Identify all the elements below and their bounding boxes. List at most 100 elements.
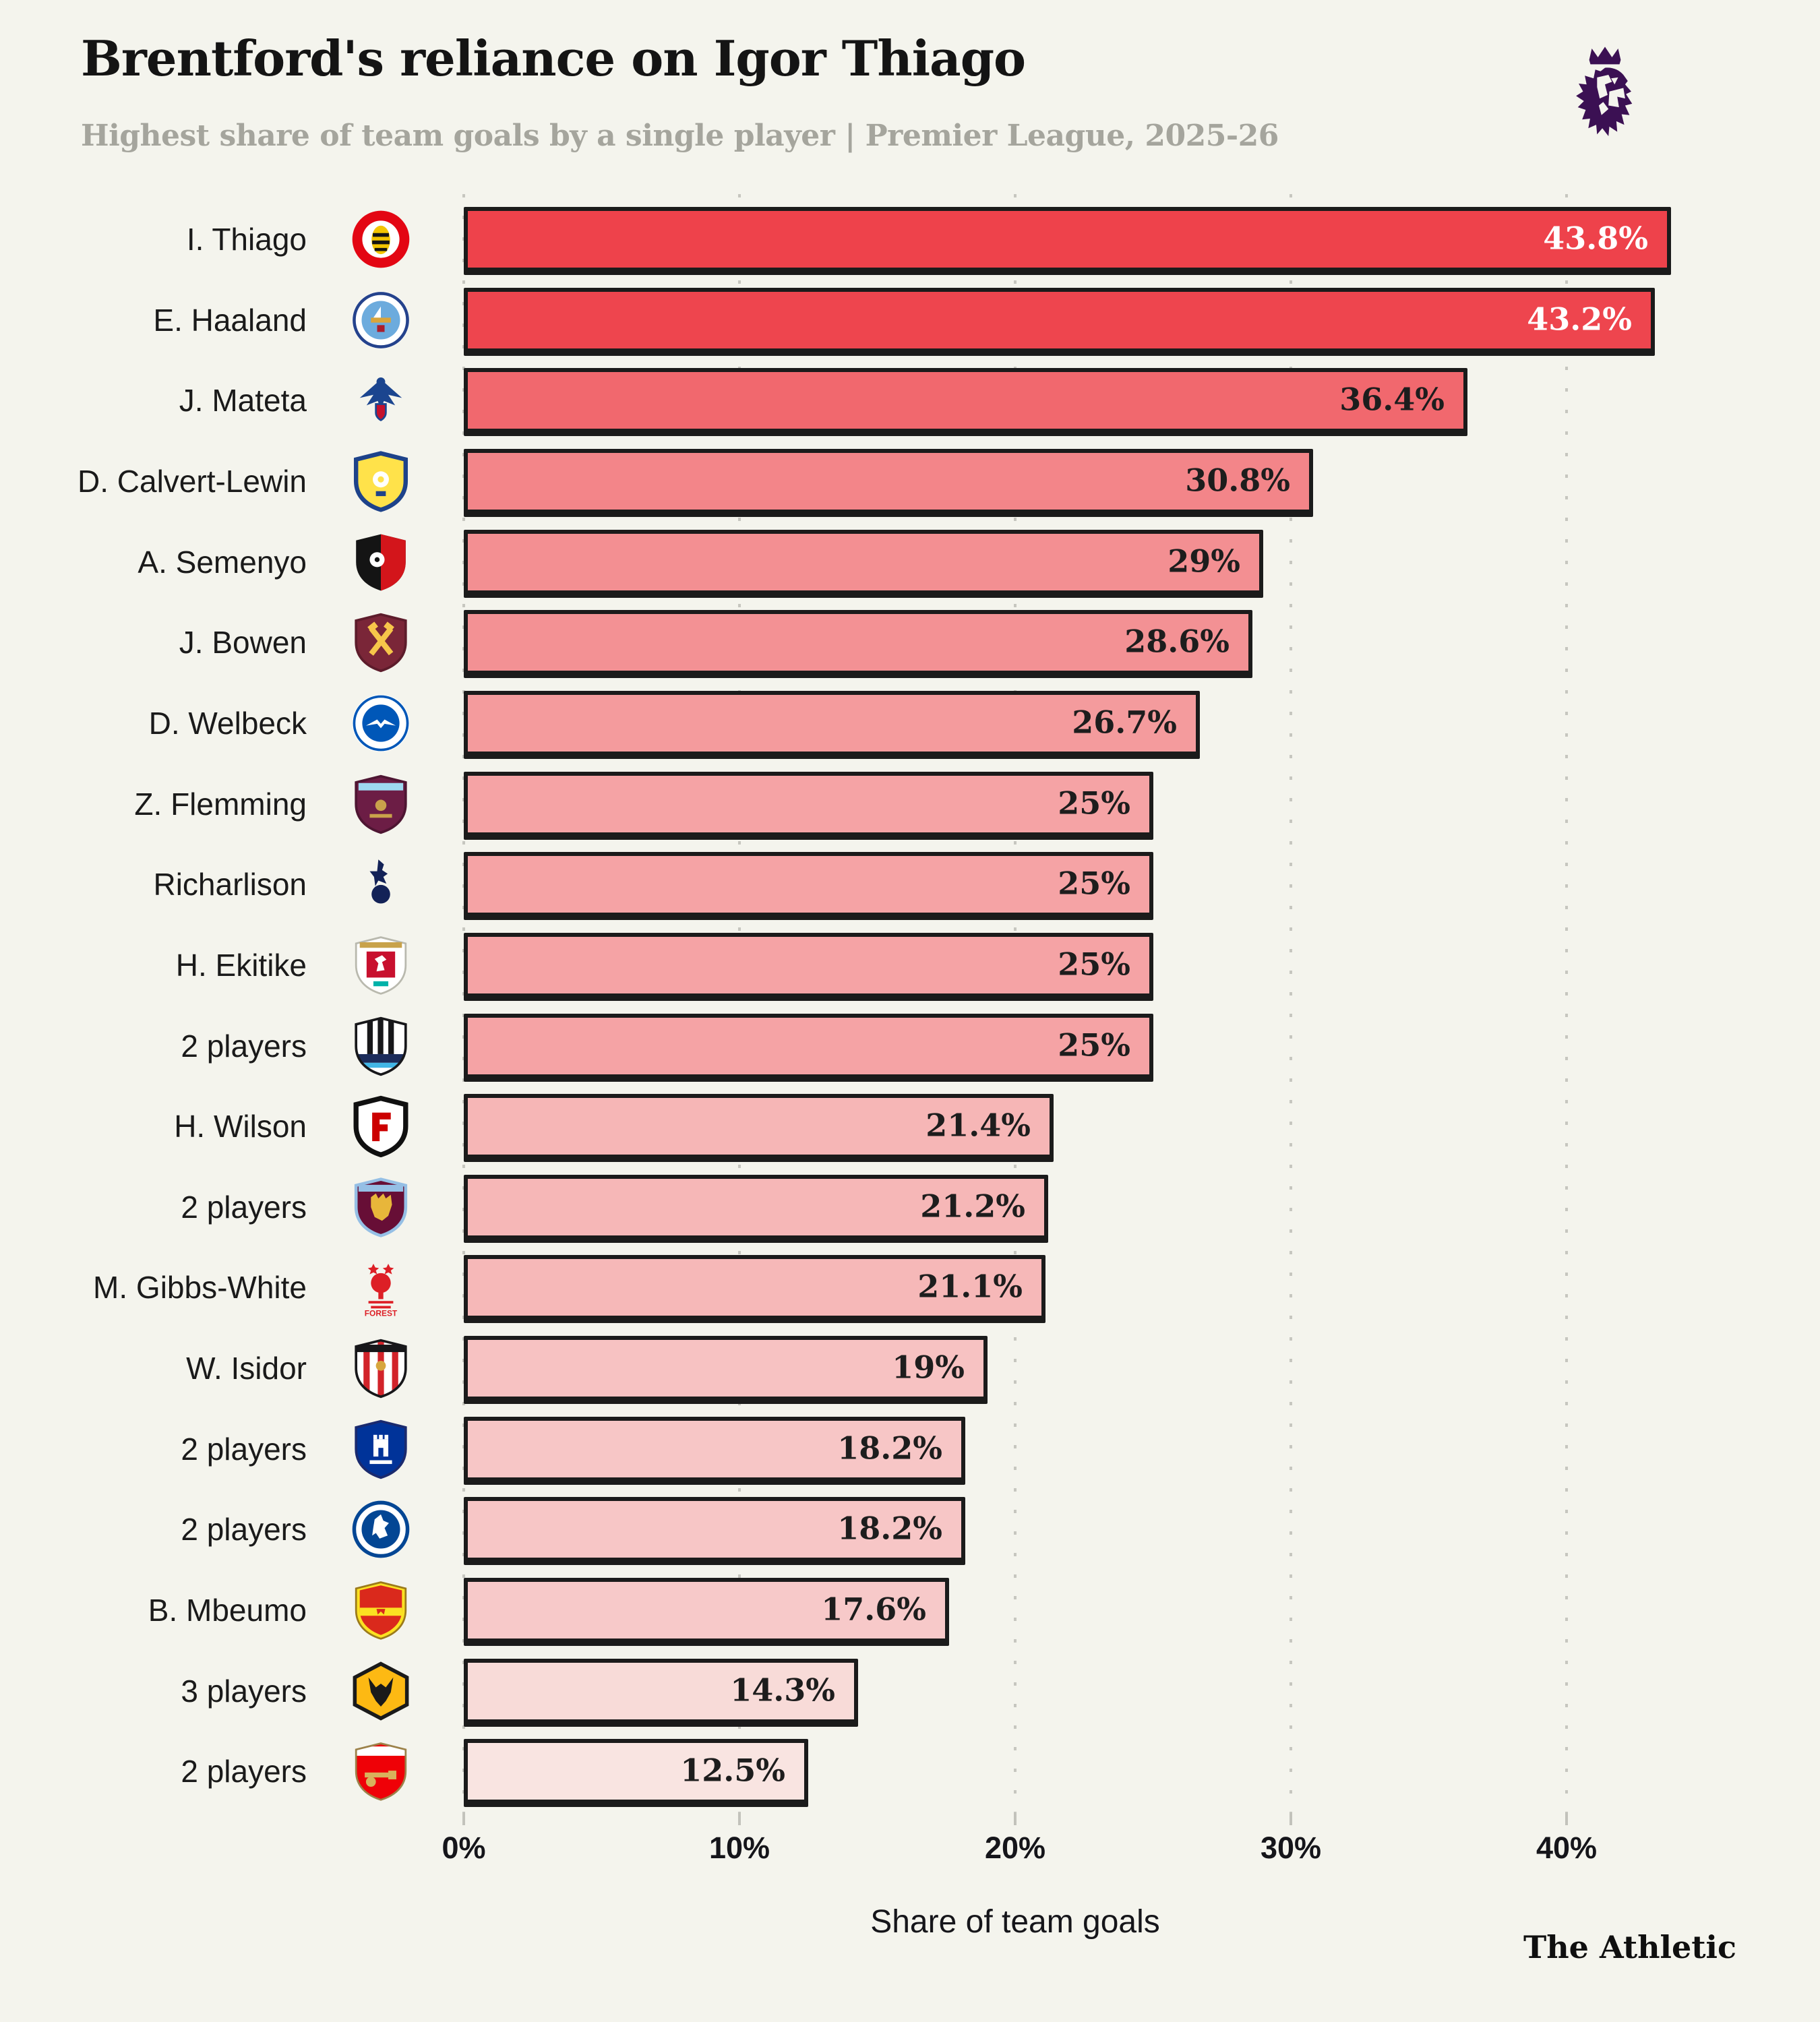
- bar-arsenal: 12.5%: [464, 1739, 808, 1804]
- bar-value-label: 36.4%: [1339, 381, 1445, 418]
- player-label-b-mbeumo: B. Mbeumo: [148, 1593, 307, 1628]
- gridline-10%: [738, 194, 741, 1813]
- fulham-crest-icon: [350, 1095, 412, 1158]
- x-axis-tick-label: 40%: [1536, 1831, 1598, 1865]
- bar-value-label: 25%: [1058, 946, 1130, 983]
- bar-chelsea: 18.2%: [464, 1497, 965, 1562]
- svg-text:FOREST: FOREST: [365, 1309, 398, 1318]
- liverpool-crest-icon: [350, 934, 412, 996]
- gridline-40%: [1565, 194, 1568, 1813]
- player-label-d-welbeck: D. Welbeck: [148, 705, 307, 741]
- newcastle-crest-icon: [350, 1015, 412, 1077]
- x-axis-tick-mark: [462, 1813, 465, 1825]
- brighton-crest-icon: [350, 692, 412, 754]
- crystal-palace-crest-icon: [350, 369, 412, 431]
- player-label-2-players: 2 players: [181, 1189, 307, 1225]
- player-label-i-thiago: I. Thiago: [186, 222, 307, 257]
- nottingham-forest-crest-icon: FOREST: [350, 1256, 412, 1318]
- leeds-crest-icon: [350, 450, 412, 512]
- bar-crystal-palace: 36.4%: [464, 368, 1467, 433]
- bar-value-label: 25%: [1058, 865, 1130, 902]
- bar-liverpool: 25%: [464, 932, 1153, 998]
- bar-newcastle-united: 25%: [464, 1013, 1153, 1078]
- player-label-2-players: 2 players: [181, 1512, 307, 1548]
- aston-villa-crest-icon: [350, 1176, 412, 1238]
- bar-burnley: 25%: [464, 771, 1153, 836]
- west-ham-crest-icon: [350, 611, 412, 673]
- burnley-crest-icon: [350, 773, 412, 835]
- bar-aston-villa: 21.2%: [464, 1174, 1048, 1239]
- player-label-2-players: 2 players: [181, 1431, 307, 1467]
- player-label-h-ekitike: H. Ekitike: [175, 947, 307, 983]
- man-united-crest-icon: [350, 1579, 412, 1641]
- bar-value-label: 17.6%: [821, 1591, 926, 1628]
- player-label-j-bowen: J. Bowen: [179, 625, 307, 661]
- x-axis-tick-mark: [1565, 1813, 1568, 1825]
- player-label-richarlison: Richarlison: [153, 867, 307, 902]
- tottenham-crest-icon: [350, 853, 412, 915]
- x-axis-tick-label: 10%: [708, 1831, 770, 1865]
- wolves-crest-icon: [350, 1660, 412, 1722]
- page-subtitle: Highest share of team goals by a single …: [81, 119, 1279, 153]
- bar-value-label: 12.5%: [680, 1752, 785, 1789]
- bar-value-label: 30.8%: [1185, 462, 1290, 499]
- player-label-e-haaland: E. Haaland: [153, 302, 307, 338]
- player-label-a-semenyo: A. Semenyo: [138, 544, 307, 580]
- bar-value-label: 18.2%: [837, 1430, 942, 1467]
- bar-value-label: 29%: [1167, 542, 1240, 579]
- player-label-2-players: 2 players: [181, 1754, 307, 1789]
- player-label-m-gibbs-white: M. Gibbs-White: [93, 1270, 307, 1306]
- bar-manchester-city: 43.2%: [464, 287, 1655, 353]
- player-label-w-isidor: W. Isidor: [186, 1351, 307, 1386]
- bar-bournemouth: 29%: [464, 529, 1263, 594]
- bar-manchester-united: 17.6%: [464, 1578, 949, 1643]
- x-axis-tick-label: 0%: [442, 1831, 486, 1865]
- bar-value-label: 25%: [1058, 1026, 1130, 1063]
- bar-brighton-hove-albion: 26.7%: [464, 690, 1200, 756]
- bar-value-label: 14.3%: [730, 1672, 835, 1709]
- bar-value-label: 26.7%: [1072, 704, 1177, 741]
- bar-wolverhampton-wanderers: 14.3%: [464, 1658, 858, 1723]
- player-label-d-calvert-lewin: D. Calvert-Lewin: [78, 463, 307, 499]
- x-axis-tick-mark: [1290, 1813, 1292, 1825]
- page-title: Brentford's reliance on Igor Thiago: [81, 30, 1026, 87]
- bar-value-label: 19%: [892, 1349, 965, 1386]
- player-label-h-wilson: H. Wilson: [174, 1109, 307, 1144]
- bar-value-label: 28.6%: [1124, 623, 1230, 660]
- bar-value-label: 18.2%: [837, 1510, 942, 1547]
- bar-value-label: 21.1%: [917, 1268, 1023, 1305]
- bar-value-label: 21.4%: [926, 1107, 1031, 1144]
- player-label-z-flemming: Z. Flemming: [134, 786, 307, 822]
- brentford-crest-icon: [350, 208, 412, 270]
- bar-brentford: 43.8%: [464, 207, 1671, 272]
- gridline-30%: [1290, 194, 1292, 1813]
- x-axis-tick-label: 30%: [1260, 1831, 1322, 1865]
- player-label-2-players: 2 players: [181, 1028, 307, 1064]
- bar-everton: 18.2%: [464, 1416, 965, 1481]
- arsenal-crest-icon: [350, 1740, 412, 1802]
- bar-fulham: 21.4%: [464, 1094, 1054, 1159]
- the-athletic-wordmark: The Athletic: [1523, 1929, 1736, 1965]
- sunderland-crest-icon: [350, 1337, 412, 1399]
- bar-value-label: 25%: [1058, 784, 1130, 821]
- x-axis-tick-mark: [1014, 1813, 1017, 1825]
- bar-leeds-united: 30.8%: [464, 448, 1313, 514]
- x-axis-title: Share of team goals: [870, 1904, 1160, 1940]
- player-label-j-mateta: J. Mateta: [179, 383, 307, 419]
- x-axis-tick-mark: [738, 1813, 741, 1825]
- man-city-crest-icon: [350, 289, 412, 351]
- bar-sunderland: 19%: [464, 1336, 988, 1401]
- player-label-3-players: 3 players: [181, 1673, 307, 1709]
- bournemouth-crest-icon: [350, 531, 412, 593]
- bar-value-label: 43.2%: [1527, 301, 1632, 338]
- chelsea-crest-icon: [350, 1498, 412, 1560]
- premier-league-lion-icon: [1561, 42, 1649, 160]
- bar-tottenham-hotspur: 25%: [464, 852, 1153, 917]
- bar-value-label: 43.8%: [1543, 220, 1648, 257]
- everton-crest-icon: [350, 1418, 412, 1480]
- x-axis-tick-label: 20%: [984, 1831, 1046, 1865]
- gridline-0%: [462, 194, 465, 1813]
- bar-west-ham-united: 28.6%: [464, 610, 1252, 675]
- bar-value-label: 21.2%: [920, 1188, 1025, 1225]
- gridline-20%: [1014, 194, 1017, 1813]
